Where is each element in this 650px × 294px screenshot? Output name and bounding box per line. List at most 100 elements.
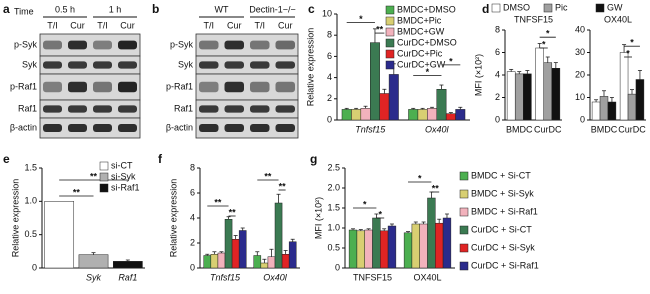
row-label: p-Raf1 (10, 81, 37, 91)
y-tick-label: 8 (327, 30, 332, 40)
blot-band (93, 61, 112, 69)
y-tick-label: 2 (327, 93, 332, 103)
group-label: WT (215, 4, 229, 14)
bar (360, 108, 371, 121)
bar (341, 109, 352, 121)
legend-swatch (385, 27, 395, 37)
bar (607, 101, 617, 121)
bar (599, 96, 609, 121)
chart-title: OX40L (604, 14, 632, 24)
significance-mark: ** (432, 183, 440, 193)
blot-band (43, 105, 62, 113)
blot-band (43, 40, 62, 50)
legend-swatch (459, 171, 469, 181)
bar (224, 219, 233, 269)
significance-mark: * (379, 209, 383, 219)
blot-band (68, 40, 87, 50)
bar (231, 239, 240, 269)
bar (380, 230, 389, 269)
bar (417, 109, 428, 121)
significance-mark: ** (73, 187, 81, 197)
x-tick-label: Ox40l (263, 272, 288, 282)
blot-band (250, 81, 270, 93)
y-tick-label: 10 (575, 92, 585, 102)
significance-mark: * (546, 29, 550, 39)
blot-band (275, 61, 295, 69)
x-tick-label: TNFSF15 (353, 272, 392, 282)
bar (635, 79, 645, 121)
legend-label: BMDC+DMSO (397, 4, 456, 14)
bar (356, 230, 365, 269)
bar (627, 93, 637, 121)
y-tick-label: 0 (32, 262, 37, 272)
bar (288, 241, 297, 269)
blot-band (199, 61, 219, 69)
lane-label: T/I (204, 20, 215, 30)
bar (210, 254, 219, 269)
bar (388, 74, 399, 121)
y-tick-label: 30 (575, 47, 585, 57)
blot-band (224, 124, 244, 132)
legend-label: BMDC + Si-Syk (471, 188, 534, 198)
legend-label: si-Raf1 (111, 182, 140, 192)
legend-label: BMDC+Pic (397, 15, 442, 25)
significance-mark: ** (264, 171, 272, 181)
legend-swatch (99, 161, 109, 171)
bar (260, 262, 269, 269)
blot-band (199, 105, 219, 113)
bar (543, 62, 553, 121)
bar (217, 252, 226, 269)
bar (419, 223, 428, 269)
time-label: Time (14, 6, 34, 16)
lane-label: T/I (255, 20, 266, 30)
significance-mark: ** (376, 24, 384, 34)
y-tick-label: 2.0 (327, 182, 340, 192)
blot-strip (39, 117, 141, 139)
panel-label: b (152, 2, 159, 16)
legend-label: CurDC+Pic (397, 48, 443, 58)
group-label: 0.5 h (55, 4, 75, 14)
lane-label: Cur (278, 20, 293, 30)
legend-label: DMSO (503, 2, 530, 12)
blot-band (224, 105, 244, 113)
x-tick-label: CurDC (618, 124, 646, 134)
legend-swatch (385, 16, 395, 26)
y-tick-label: 6 (190, 187, 195, 197)
y-tick-label: 4 (190, 212, 195, 222)
x-tick-label: Ox40l (425, 124, 450, 134)
legend-swatch (459, 243, 469, 253)
y-tick-label: 4 (327, 72, 332, 82)
y-tick-label: 0 (580, 114, 585, 124)
y-axis-label: Relative expression (10, 179, 20, 258)
legend-swatch (99, 183, 109, 193)
group-label: 1 h (109, 4, 122, 14)
x-tick-label: Tnfsf15 (355, 124, 386, 134)
bar (379, 93, 390, 121)
blot-band (199, 40, 219, 50)
y-tick-label: 0 (190, 262, 195, 272)
x-tick-label: Raf1 (118, 272, 137, 282)
x-tick-label: CurDC (534, 124, 562, 134)
bar (619, 52, 629, 121)
blot-band (118, 124, 137, 132)
blot-band (43, 61, 62, 69)
y-tick-label: 0 (495, 114, 500, 124)
significance-mark: * (626, 48, 630, 58)
row-label: β-actin (166, 122, 193, 132)
y-tick-label: 1.5 (327, 202, 340, 212)
bar (351, 109, 362, 121)
y-tick-label: 20 (575, 69, 585, 79)
blot-band (250, 61, 270, 69)
legend-label: CurDC+DMSO (397, 37, 457, 47)
bar (455, 109, 466, 121)
legend-swatch (385, 49, 395, 59)
blot-band (250, 40, 270, 50)
blot-band (199, 81, 219, 93)
significance-mark: * (418, 173, 422, 183)
bar (411, 223, 420, 269)
panel-label: c (308, 2, 315, 16)
y-tick-label: 6 (327, 51, 332, 61)
lane-label: Cur (120, 20, 135, 30)
group-label: Dectin-1−/− (249, 4, 296, 14)
